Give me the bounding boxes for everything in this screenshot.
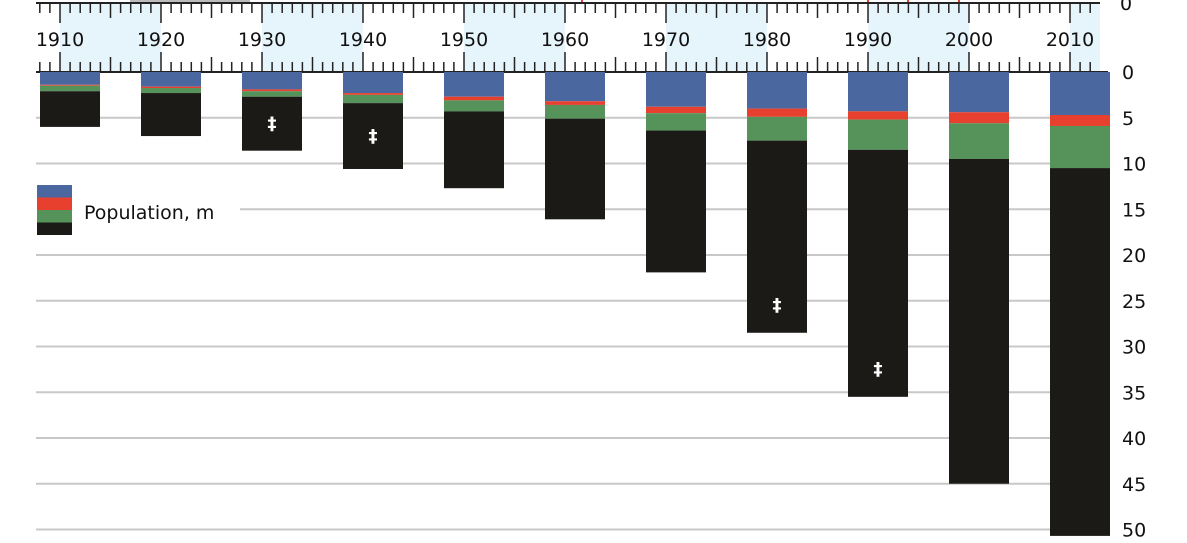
top-axis-zero-label: 0 xyxy=(1120,0,1132,15)
bar-segment-2000-s3 xyxy=(949,123,1009,159)
bar-segment-1990-s2 xyxy=(848,111,908,120)
bar-segment-1970-s3 xyxy=(646,113,706,131)
bar-segment-1910-s3 xyxy=(40,85,100,92)
y-tick-label: 45 xyxy=(1122,474,1146,496)
bar-segment-2010-s2 xyxy=(1050,115,1110,126)
x-tick-label: 1970 xyxy=(642,29,690,51)
bar-segment-1930-s2 xyxy=(242,89,302,92)
bar-segment-1940-s2 xyxy=(343,93,403,95)
bar-segment-1960-s3 xyxy=(545,104,605,119)
legend-label: Population, m xyxy=(84,202,214,224)
x-tick-label: 1940 xyxy=(339,29,387,51)
y-tick-label: 50 xyxy=(1122,520,1146,542)
bar-segment-1980-s4 xyxy=(747,140,807,333)
y-tick-label: 30 xyxy=(1122,337,1146,359)
y-tick-label: 5 xyxy=(1122,108,1134,130)
legend-swatch xyxy=(37,185,72,198)
x-tick-label: 1950 xyxy=(440,29,488,51)
bar-segment-1980-s2 xyxy=(747,108,807,117)
x-tick-label: 1980 xyxy=(743,29,791,51)
bar-segment-1970-s4 xyxy=(646,130,706,273)
bar-segment-1950-s1 xyxy=(444,72,504,97)
bar-segment-1980-s3 xyxy=(747,116,807,141)
y-tick-label: 40 xyxy=(1122,428,1146,450)
x-tick-label: 1920 xyxy=(137,29,185,51)
y-tick-label: 10 xyxy=(1122,154,1146,176)
dagger-note-marker: ‡ xyxy=(874,359,883,380)
bar-segment-1920-s4 xyxy=(141,93,201,137)
x-tick-label: 1960 xyxy=(541,29,589,51)
y-tick-label: 20 xyxy=(1122,245,1146,267)
dagger-note-marker: ‡ xyxy=(268,114,277,135)
bar-segment-1960-s2 xyxy=(545,101,605,105)
bar-segment-1950-s2 xyxy=(444,96,504,101)
cropped-upper-chart-fragment xyxy=(130,0,250,3)
legend: Population, m xyxy=(37,185,214,235)
bar-segment-1920-s2 xyxy=(141,86,201,89)
bar-segment-1950-s3 xyxy=(444,100,504,112)
bar-segment-1940-s1 xyxy=(343,72,403,94)
x-tick-label: 2010 xyxy=(1046,29,1094,51)
bar-segment-1940-s4 xyxy=(343,103,403,169)
bar-segment-2000-s4 xyxy=(949,158,1009,484)
bar-segment-1940-s3 xyxy=(343,94,403,104)
x-tick-label: 1910 xyxy=(36,29,84,51)
x-tick-label: 2000 xyxy=(945,29,993,51)
decade-band xyxy=(1070,3,1100,72)
bar-segment-1920-s1 xyxy=(141,72,201,87)
bar-segment-1960-s1 xyxy=(545,72,605,102)
bar-segment-1960-s4 xyxy=(545,118,605,220)
bar-segment-2000-s2 xyxy=(949,112,1009,124)
y-tick-label: 15 xyxy=(1122,199,1146,221)
y-tick-label: 35 xyxy=(1122,382,1146,404)
bar-segment-1920-s3 xyxy=(141,88,201,94)
legend-swatch xyxy=(37,197,72,210)
bar-segment-2000-s1 xyxy=(949,72,1009,113)
bar-segment-1910-s1 xyxy=(40,72,100,85)
bar-segment-2010-s1 xyxy=(1050,72,1110,116)
bar-segment-1930-s3 xyxy=(242,91,302,97)
x-tick-label: 1930 xyxy=(238,29,286,51)
bar-segment-1990-s3 xyxy=(848,119,908,150)
bar-segment-1910-s2 xyxy=(40,84,100,86)
bar-segment-2010-s3 xyxy=(1050,125,1110,169)
dagger-note-marker: ‡ xyxy=(369,126,378,147)
bar-segment-2010-s4 xyxy=(1050,168,1110,536)
bar-segment-1970-s2 xyxy=(646,106,706,114)
x-tick-label: 1990 xyxy=(844,29,892,51)
y-tick-label: 0 xyxy=(1122,62,1134,84)
bar-segment-1910-s4 xyxy=(40,91,100,127)
dagger-note-marker: ‡ xyxy=(773,295,782,316)
legend-swatch xyxy=(37,222,72,235)
bar-segment-1990-s4 xyxy=(848,149,908,397)
y-tick-label: 25 xyxy=(1122,291,1146,313)
bar-segment-1930-s1 xyxy=(242,72,302,90)
bar-segment-1930-s4 xyxy=(242,96,302,151)
legend-swatch xyxy=(37,210,72,223)
bar-segment-1970-s1 xyxy=(646,72,706,107)
bar-segment-1950-s4 xyxy=(444,111,504,189)
bar-segment-1980-s1 xyxy=(747,72,807,109)
bar-segment-1990-s1 xyxy=(848,72,908,112)
